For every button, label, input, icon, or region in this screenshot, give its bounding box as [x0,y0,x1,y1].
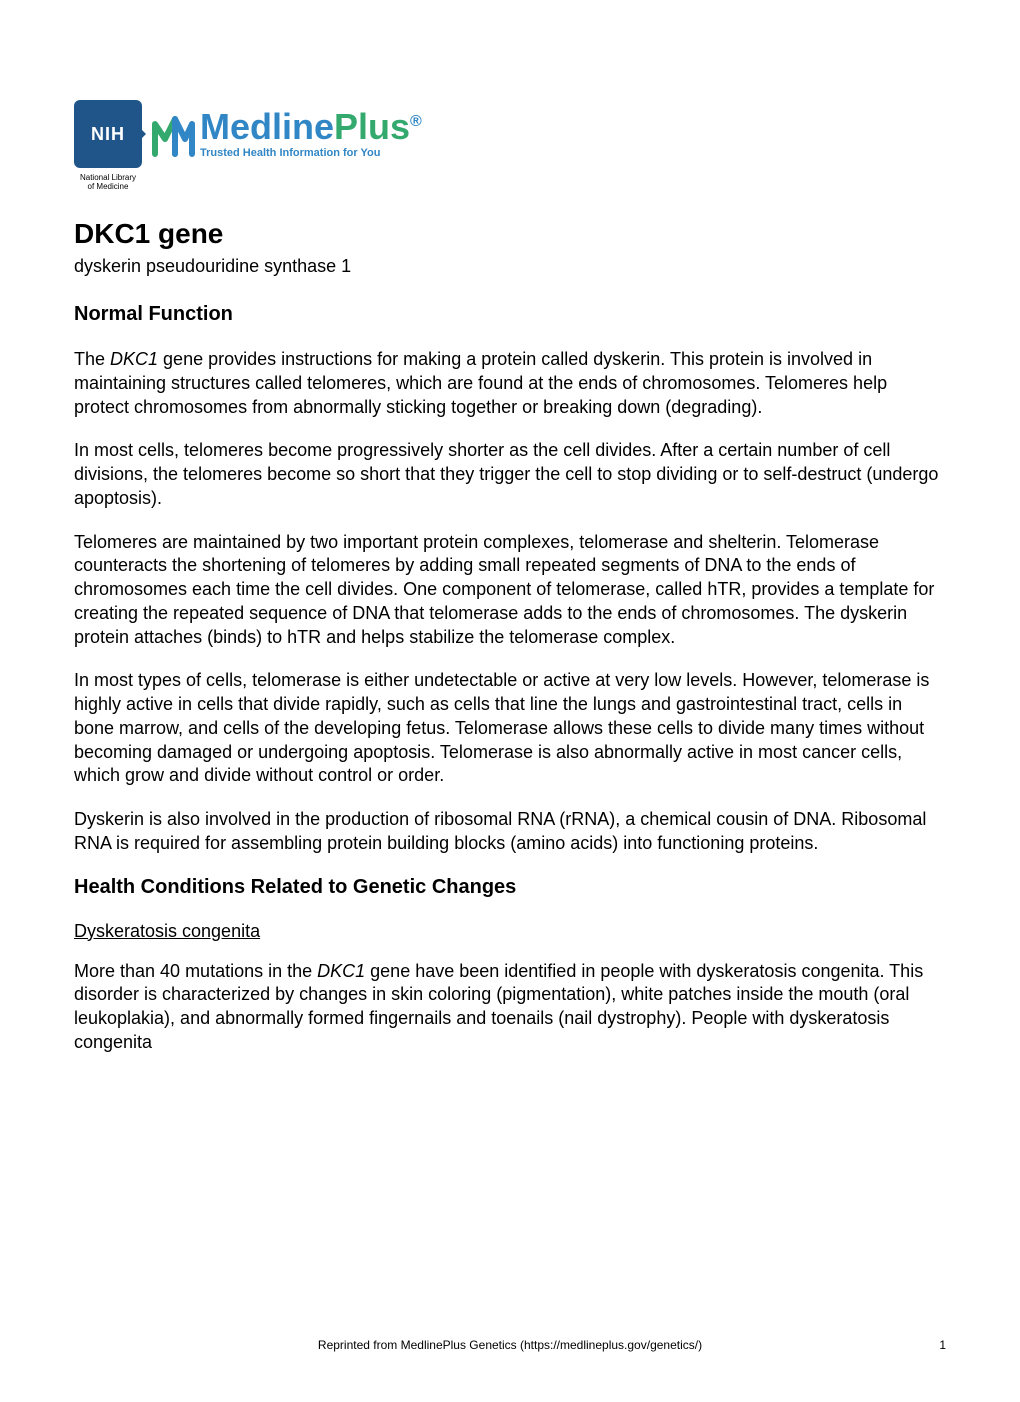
health-conditions-heading: Health Conditions Related to Genetic Cha… [74,876,946,899]
logo-container: NIH National Libraryof Medicine MedlineP… [74,100,946,168]
nih-logo-text: NIH [91,124,125,145]
nih-logo: NIH National Libraryof Medicine [74,100,142,168]
medlineplus-icon [150,109,195,159]
nih-subtitle: National Libraryof Medicine [74,174,142,192]
page-title: DKC1 gene [74,218,946,250]
normal-function-heading: Normal Function [74,303,946,326]
medline-word: Medline [200,106,334,147]
paragraph-1: The DKC1 gene provides instructions for … [74,348,946,419]
paragraph-4: In most types of cells, telomerase is ei… [74,669,946,788]
condition-link[interactable]: Dyskeratosis congenita [74,921,946,942]
page-subtitle: dyskerin pseudouridine synthase 1 [74,256,946,277]
footer-text: Reprinted from MedlinePlus Genetics (htt… [0,1338,1020,1352]
medlineplus-main-text: MedlinePlus® [200,109,422,145]
medlineplus-logo: MedlinePlus® Trusted Health Information … [150,109,422,159]
page-number: 1 [939,1338,946,1352]
reg-symbol: ® [410,113,422,130]
paragraph-2: In most cells, telomeres become progress… [74,439,946,510]
medlineplus-tagline: Trusted Health Information for You [200,147,422,159]
plus-word: Plus [334,106,410,147]
nih-arrow-icon [136,124,146,144]
paragraph-5: Dyskerin is also involved in the product… [74,808,946,856]
medlineplus-text: MedlinePlus® Trusted Health Information … [200,109,422,159]
paragraph-3: Telomeres are maintained by two importan… [74,531,946,650]
paragraph-6: More than 40 mutations in the DKC1 gene … [74,960,946,1055]
